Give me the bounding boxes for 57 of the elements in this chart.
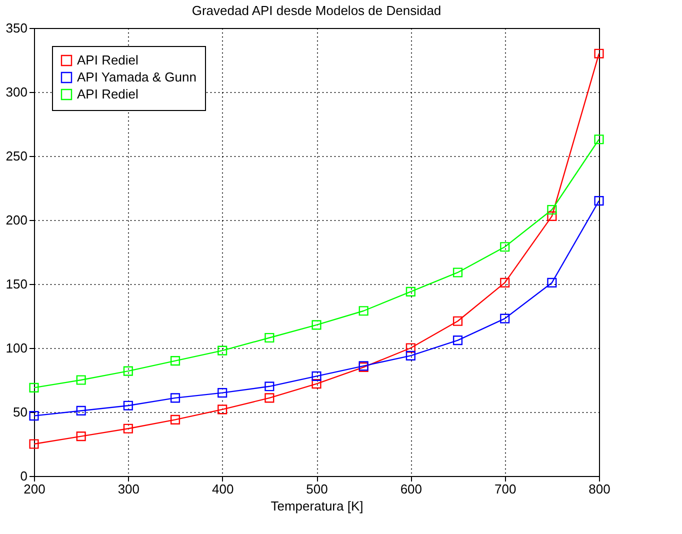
point bbox=[170, 414, 180, 424]
point bbox=[452, 316, 463, 326]
point bbox=[547, 204, 557, 215]
point bbox=[29, 411, 39, 421]
x-tick-label: 800 bbox=[588, 482, 610, 496]
point bbox=[452, 336, 463, 346]
x-tick-label: 200 bbox=[24, 482, 46, 496]
y-tick-label: 100 bbox=[6, 340, 28, 356]
point bbox=[312, 320, 322, 330]
point bbox=[76, 406, 86, 416]
y-tick-label: 300 bbox=[6, 84, 28, 100]
point bbox=[547, 278, 557, 288]
point bbox=[123, 366, 133, 376]
point bbox=[312, 379, 322, 389]
point bbox=[594, 134, 604, 144]
point bbox=[312, 371, 322, 381]
point bbox=[406, 350, 416, 360]
y-tick-label: 50 bbox=[13, 404, 28, 420]
y-tick-label: 200 bbox=[6, 212, 28, 228]
y-tick-label: 0 bbox=[20, 468, 28, 484]
point bbox=[406, 343, 416, 353]
point bbox=[594, 196, 604, 206]
point bbox=[218, 404, 228, 414]
x-tick-label: 700 bbox=[494, 482, 516, 496]
x-tick-label: 300 bbox=[118, 482, 140, 496]
x-tick-label: 600 bbox=[400, 482, 422, 496]
point bbox=[218, 346, 228, 356]
point bbox=[358, 306, 368, 316]
point bbox=[123, 400, 133, 410]
point bbox=[264, 332, 274, 343]
point bbox=[76, 432, 86, 442]
point bbox=[170, 393, 180, 403]
point bbox=[123, 424, 133, 434]
x-tick-label: 400 bbox=[212, 482, 234, 496]
y-tick-label: 250 bbox=[6, 148, 28, 164]
point bbox=[170, 356, 180, 366]
y-tick-label: 350 bbox=[6, 20, 28, 36]
legend-label: API Yamada & Gunn bbox=[77, 70, 196, 84]
point bbox=[500, 278, 510, 288]
point bbox=[264, 382, 274, 392]
point bbox=[29, 382, 39, 392]
x-tick-label: 500 bbox=[306, 482, 328, 496]
point bbox=[547, 211, 557, 221]
point bbox=[500, 314, 510, 324]
point bbox=[594, 48, 604, 58]
point bbox=[406, 286, 416, 296]
y-tick-label: 150 bbox=[6, 276, 28, 292]
legend-label: API Rediel bbox=[77, 86, 139, 102]
point bbox=[218, 388, 228, 398]
chart-title: Gravedad API desde Modelos de Densidad bbox=[192, 3, 442, 18]
point bbox=[76, 375, 86, 385]
point bbox=[452, 268, 463, 278]
point bbox=[264, 393, 274, 403]
point bbox=[500, 242, 510, 252]
x-axis-title: Temperatura [K] bbox=[270, 498, 364, 514]
legend-label: API Rediel bbox=[77, 52, 139, 68]
point bbox=[29, 439, 39, 449]
